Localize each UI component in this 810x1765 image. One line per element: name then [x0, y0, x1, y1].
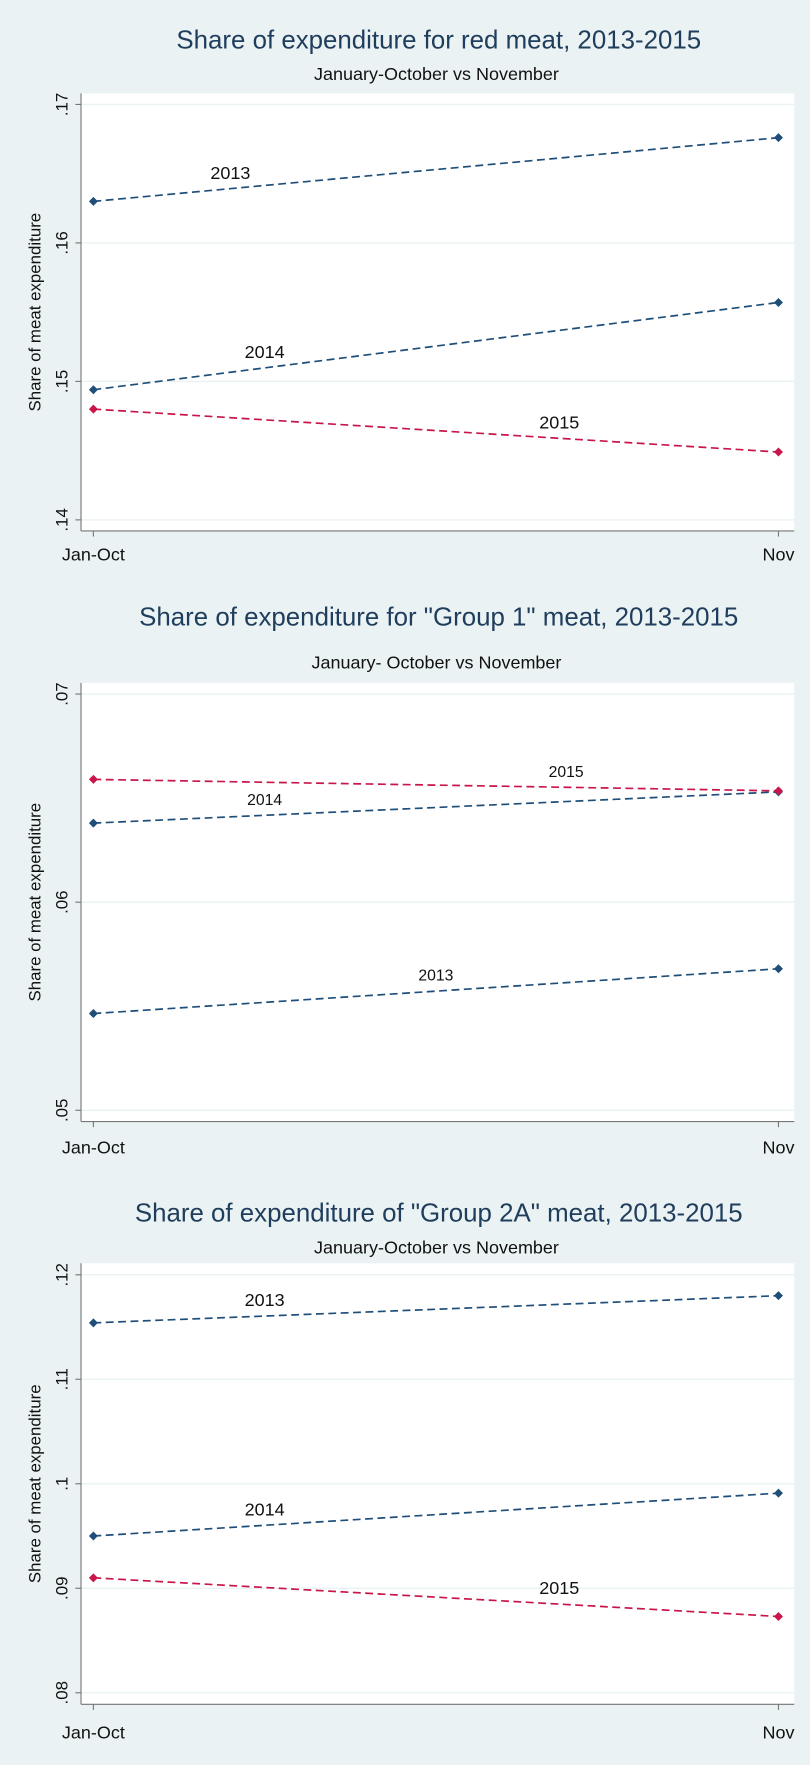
y-axis-label: Share of meat expenditure — [25, 213, 44, 412]
x-tick-label: Jan-Oct — [62, 544, 125, 564]
series-line — [93, 1294, 779, 1324]
chart: Share of expenditure for "Group 1" meat,… — [25, 604, 794, 1158]
y-tick-label: .09 — [52, 1577, 71, 1600]
series-line — [93, 967, 779, 1015]
point-marker — [773, 1488, 783, 1498]
series-line — [93, 791, 779, 824]
x-tick-label: Nov — [762, 1137, 794, 1157]
chart-subtitle: January- October vs November — [312, 652, 562, 672]
series-label: 2014 — [247, 792, 282, 809]
point-marker — [88, 818, 98, 828]
chart-title: Share of expenditure of "Group 2A" meat,… — [135, 1200, 743, 1228]
chart: Share of expenditure for red meat, 2013-… — [25, 26, 794, 564]
point-marker — [88, 404, 98, 414]
point-marker — [88, 196, 98, 206]
point-marker — [773, 1611, 783, 1621]
point-marker — [773, 1291, 783, 1301]
y-tick-label: .08 — [52, 1681, 71, 1704]
series-label: 2014 — [245, 1499, 285, 1519]
chart-title: Share of expenditure for "Group 1" meat,… — [139, 604, 738, 632]
x-tick-label: Nov — [762, 1722, 794, 1742]
point-marker — [773, 447, 783, 457]
point-marker — [773, 964, 783, 974]
series-line — [93, 301, 779, 391]
series-label: 2015 — [539, 412, 579, 432]
series-line — [93, 1576, 779, 1618]
y-tick-label: .14 — [52, 508, 71, 531]
series-line — [93, 408, 779, 453]
plot-area — [81, 93, 795, 531]
chart: Share of expenditure of "Group 2A" meat,… — [25, 1200, 794, 1743]
point-marker — [88, 1573, 98, 1583]
series-line — [93, 778, 779, 792]
x-tick-label: Jan-Oct — [62, 1722, 125, 1742]
y-axis-label: Share of meat expenditure — [25, 1384, 44, 1583]
y-tick-label: .17 — [52, 93, 71, 116]
point-marker — [773, 297, 783, 307]
point-marker — [88, 1009, 98, 1019]
point-marker — [773, 786, 783, 796]
series-line — [93, 136, 779, 203]
x-tick-label: Nov — [762, 544, 794, 564]
series-label: 2015 — [539, 1578, 579, 1598]
y-tick-label: .11 — [52, 1368, 71, 1390]
series-line — [93, 1492, 779, 1537]
x-tick-label: Jan-Oct — [62, 1137, 125, 1157]
point-marker — [88, 1531, 98, 1541]
point-marker — [88, 1318, 98, 1328]
y-tick-label: .12 — [52, 1263, 71, 1286]
series-label: 2015 — [549, 764, 584, 781]
y-tick-label: .15 — [52, 370, 71, 393]
chart-subtitle: January-October vs November — [314, 1237, 559, 1257]
y-axis-label: Share of meat expenditure — [25, 803, 44, 1002]
chart-title: Share of expenditure for red meat, 2013-… — [176, 26, 701, 54]
series-label: 2014 — [245, 342, 285, 362]
y-tick-label: .06 — [52, 890, 71, 913]
y-tick-label: .07 — [52, 682, 71, 705]
y-tick-label: .1 — [52, 1477, 71, 1491]
y-tick-label: .05 — [52, 1099, 71, 1122]
point-marker — [88, 385, 98, 395]
series-label: 2013 — [245, 1290, 285, 1310]
y-tick-label: .16 — [52, 231, 71, 254]
series-label: 2013 — [210, 163, 250, 183]
chart-subtitle: January-October vs November — [314, 64, 559, 84]
series-label: 2013 — [418, 968, 453, 985]
